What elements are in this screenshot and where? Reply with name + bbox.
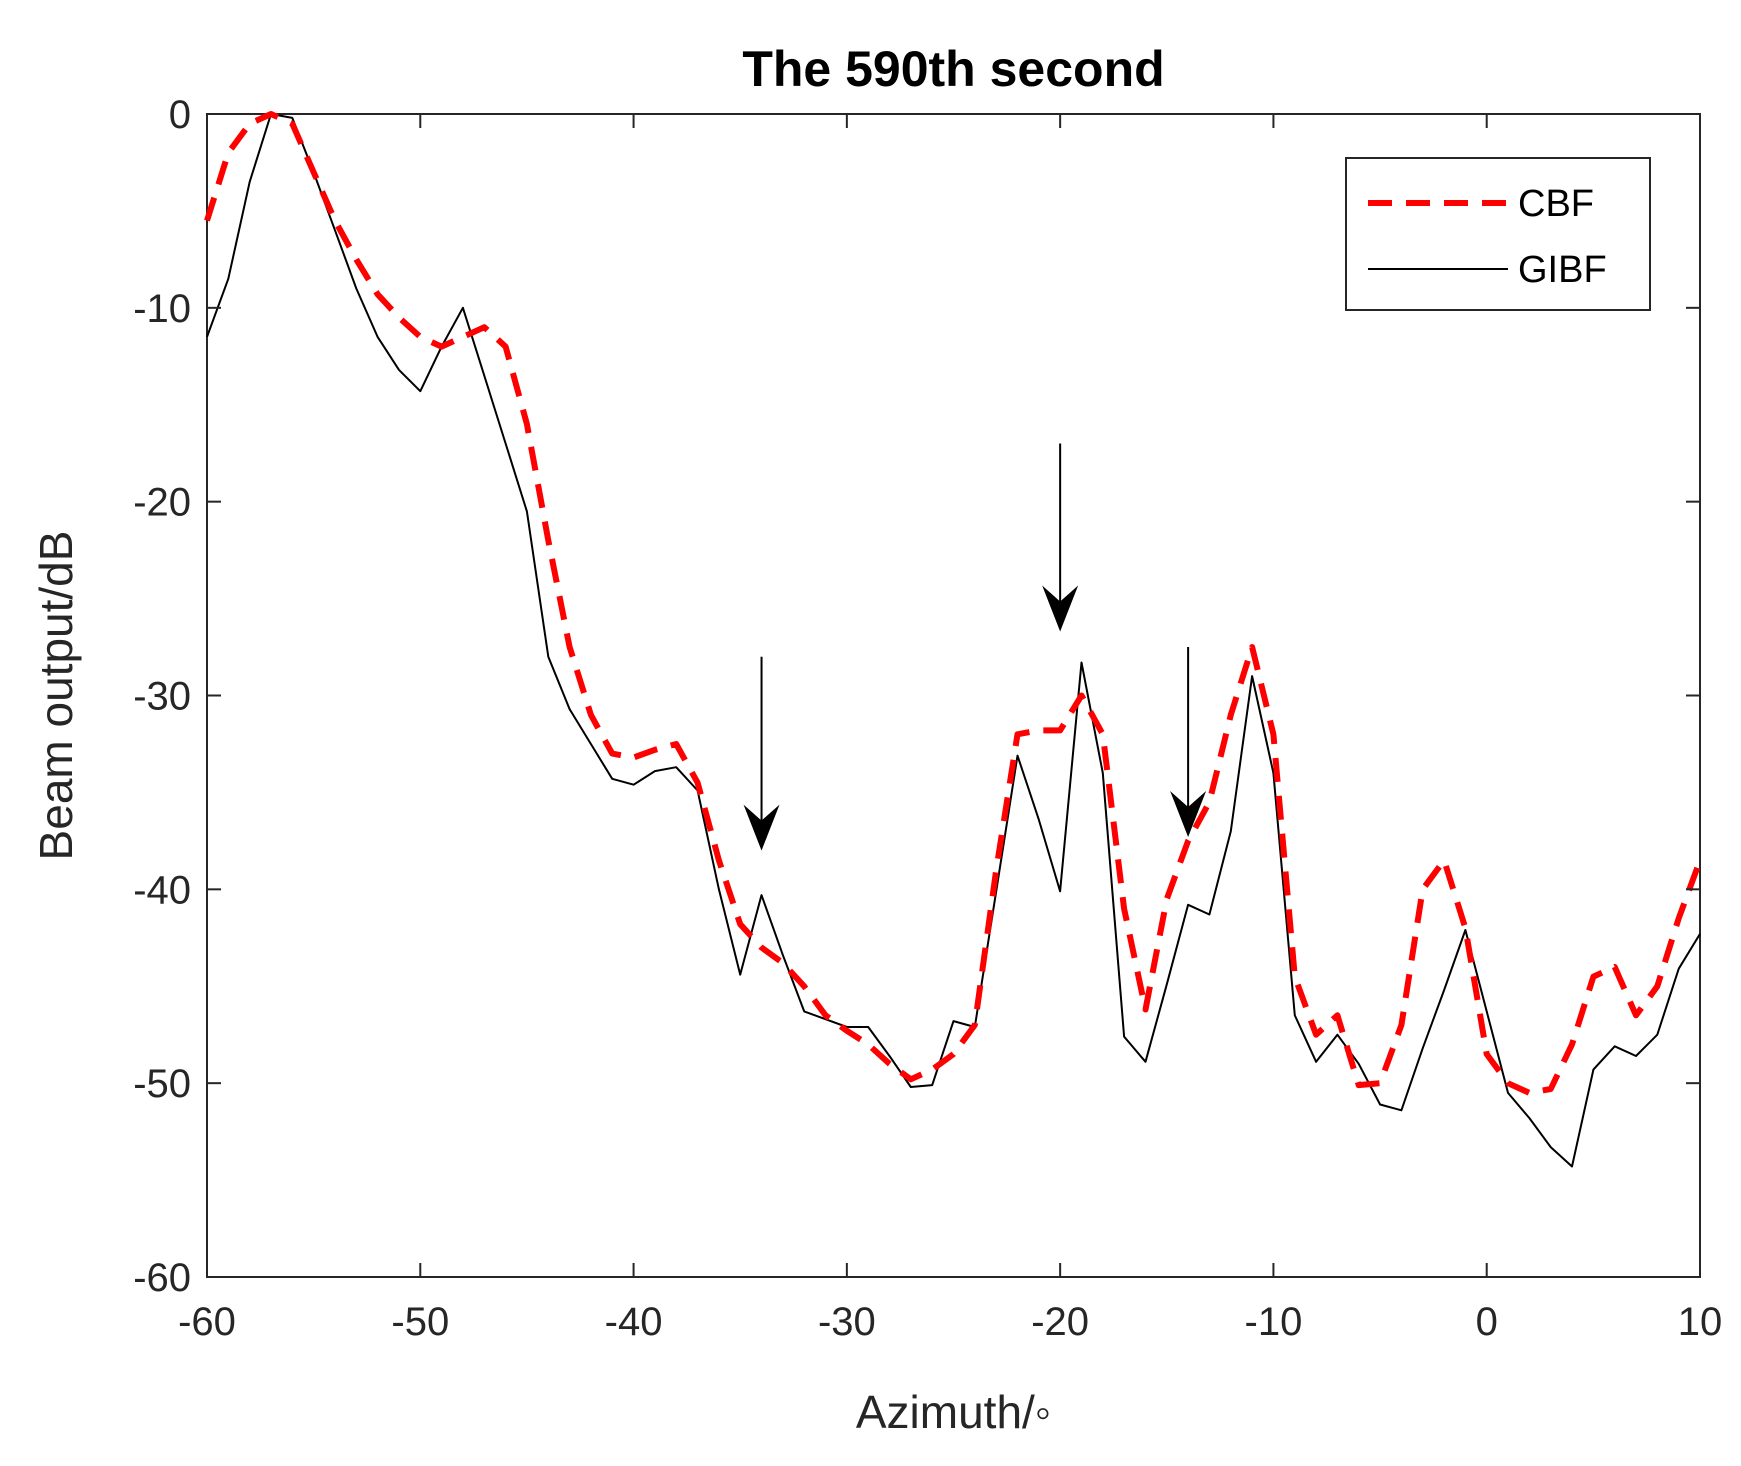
x-tick-label: -10 bbox=[1245, 1300, 1303, 1344]
x-axis-label: Azimuth/◦ bbox=[856, 1386, 1051, 1438]
y-tick-label: -60 bbox=[133, 1256, 191, 1300]
arrow-head-2 bbox=[1042, 585, 1079, 632]
x-tick-label: -20 bbox=[1031, 1300, 1089, 1344]
x-tick-label: -30 bbox=[818, 1300, 876, 1344]
y-tick-label: 0 bbox=[169, 93, 191, 137]
legend-box bbox=[1345, 157, 1651, 311]
x-tick-label: -40 bbox=[605, 1300, 663, 1344]
x-tick-label: -50 bbox=[391, 1300, 449, 1344]
legend-label-gibf: GIBF bbox=[1518, 249, 1607, 291]
y-tick-label: -10 bbox=[133, 287, 191, 331]
arrow-head-1 bbox=[743, 804, 780, 851]
y-tick-label: -50 bbox=[133, 1062, 191, 1106]
x-tick-label: 10 bbox=[1678, 1300, 1723, 1344]
annotation-layer bbox=[743, 443, 1207, 851]
series-line-gibf bbox=[206, 113, 1701, 1168]
x-tick-label: -60 bbox=[178, 1300, 236, 1344]
legend: CBF GIBF bbox=[1345, 157, 1651, 311]
x-tick-label: 0 bbox=[1476, 1300, 1498, 1344]
legend-label-cbf: CBF bbox=[1518, 183, 1594, 225]
series-layer bbox=[204, 111, 1703, 1168]
y-axis-label: Beam output/dB bbox=[30, 531, 82, 861]
chart-title: The 590th second bbox=[742, 41, 1164, 97]
y-tick-label: -20 bbox=[133, 481, 191, 525]
y-tick-label: -30 bbox=[133, 675, 191, 719]
legend-items: CBF GIBF bbox=[1368, 183, 1607, 291]
y-tick-label: -40 bbox=[133, 868, 191, 912]
series-line-cbf bbox=[204, 111, 1703, 1096]
y-axis-ticks: 0 -10 -20 -30 -40 -50 -60 bbox=[133, 93, 1700, 1300]
x-axis-ticks: -60 -50 -40 -30 -20 -10 0 10 bbox=[178, 114, 1722, 1344]
arrow-head-3 bbox=[1170, 790, 1207, 837]
